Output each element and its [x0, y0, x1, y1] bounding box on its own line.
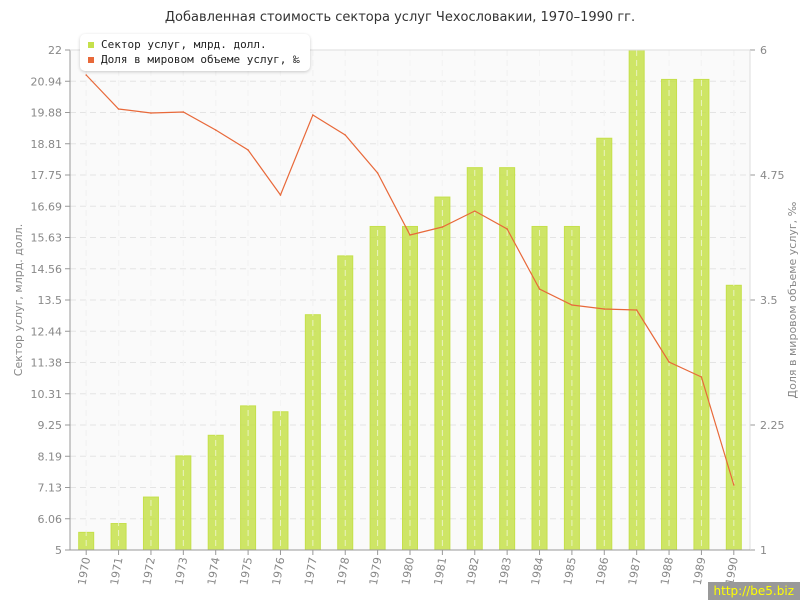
- y-tick-label: 19.88: [31, 107, 63, 120]
- y2-tick-label: 3.5: [760, 294, 778, 307]
- x-tick-label: 1975: [237, 556, 255, 586]
- y-tick-label: 6.06: [38, 513, 63, 526]
- x-tick-label: 1970: [75, 556, 93, 586]
- line-point: [668, 361, 670, 363]
- legend-label: Доля в мировом объеме услуг, ‰: [101, 53, 300, 66]
- legend-swatch-line: [88, 56, 94, 63]
- line-point: [247, 149, 249, 151]
- y2-tick-label: 4.75: [760, 169, 785, 182]
- line-point: [279, 194, 282, 196]
- x-tick-label: 1981: [432, 556, 450, 586]
- line-point: [571, 304, 573, 306]
- line-point: [117, 108, 120, 110]
- x-tick-label: 1988: [658, 556, 676, 586]
- y-tick-label: 12.44: [31, 325, 63, 338]
- y-axis-label: Сектор услуг, млрд. долл.: [12, 224, 25, 376]
- legend-item-line[interactable]: Доля в мировом объеме услуг, ‰: [88, 52, 300, 67]
- bar: [240, 405, 257, 551]
- x-tick-label: 1979: [367, 556, 385, 586]
- y-tick-label: 18.81: [31, 138, 63, 151]
- x-tick-label: 1989: [691, 556, 709, 586]
- x-tick-label: 1971: [108, 556, 126, 586]
- line-point: [733, 484, 735, 486]
- x-tick-label: 1972: [140, 556, 158, 586]
- y-tick-label: 14.56: [31, 263, 63, 276]
- y-tick-label: 17.75: [31, 169, 63, 182]
- x-tick-label: 1976: [270, 556, 288, 586]
- y-tick-label: 8.19: [38, 450, 63, 463]
- line-point: [603, 308, 606, 310]
- y2-tick-label: 6: [760, 44, 767, 57]
- x-tick-label: 1980: [399, 556, 417, 586]
- x-tick-label: 1973: [173, 556, 191, 586]
- y-tick-label: 11.38: [31, 357, 63, 370]
- watermark[interactable]: http://be5.biz: [707, 582, 800, 600]
- x-tick-label: 1974: [205, 556, 223, 586]
- legend: Сектор услуг, млрд. долл. Доля в мировом…: [80, 34, 310, 71]
- x-tick-label: 1977: [302, 556, 320, 586]
- y-tick-label: 10.31: [31, 388, 63, 401]
- line-point: [344, 134, 347, 136]
- chart-title: Добавленная стоимость сектора услуг Чехо…: [164, 10, 636, 25]
- x-tick-label: 1986: [594, 556, 612, 586]
- x-tick-label: 1987: [626, 556, 644, 586]
- line-point: [635, 309, 638, 311]
- legend-swatch-bars: [88, 41, 94, 48]
- y-tick-label: 5: [55, 544, 62, 557]
- legend-label: Сектор услуг, млрд. долл.: [101, 38, 267, 51]
- line-point: [182, 111, 185, 113]
- line-point: [538, 288, 541, 290]
- line-point: [214, 129, 217, 131]
- line-point: [376, 172, 379, 174]
- y-tick-label: 22: [48, 44, 62, 57]
- x-tick-label: 1983: [496, 556, 514, 586]
- line-point: [441, 226, 444, 228]
- line-point: [312, 114, 314, 116]
- y-tick-label: 15.63: [31, 232, 63, 245]
- y-tick-label: 16.69: [31, 200, 63, 213]
- y2-tick-label: 1: [760, 544, 767, 557]
- x-tick-label: 1978: [335, 556, 353, 586]
- bar: [110, 523, 127, 551]
- legend-item-bars[interactable]: Сектор услуг, млрд. долл.: [88, 37, 300, 52]
- line-point: [473, 210, 476, 212]
- line-point: [506, 228, 508, 230]
- y-tick-label: 9.25: [38, 419, 63, 432]
- line-point: [150, 112, 152, 114]
- y-tick-label: 7.13: [38, 482, 63, 495]
- x-tick-label: 1985: [561, 556, 579, 586]
- y-tick-label: 13.5: [38, 294, 63, 307]
- y2-axis-label: Доля в мировом объеме услуг, ‰: [786, 201, 799, 398]
- x-tick-label: 1982: [464, 556, 482, 586]
- line-point: [700, 376, 703, 378]
- y2-tick-label: 2.25: [760, 419, 785, 432]
- x-tick-label: 1984: [529, 556, 547, 586]
- line-point: [85, 74, 87, 76]
- y-tick-label: 20.94: [31, 75, 63, 88]
- line-point: [409, 234, 411, 236]
- x-tick-label: 1990: [723, 556, 741, 586]
